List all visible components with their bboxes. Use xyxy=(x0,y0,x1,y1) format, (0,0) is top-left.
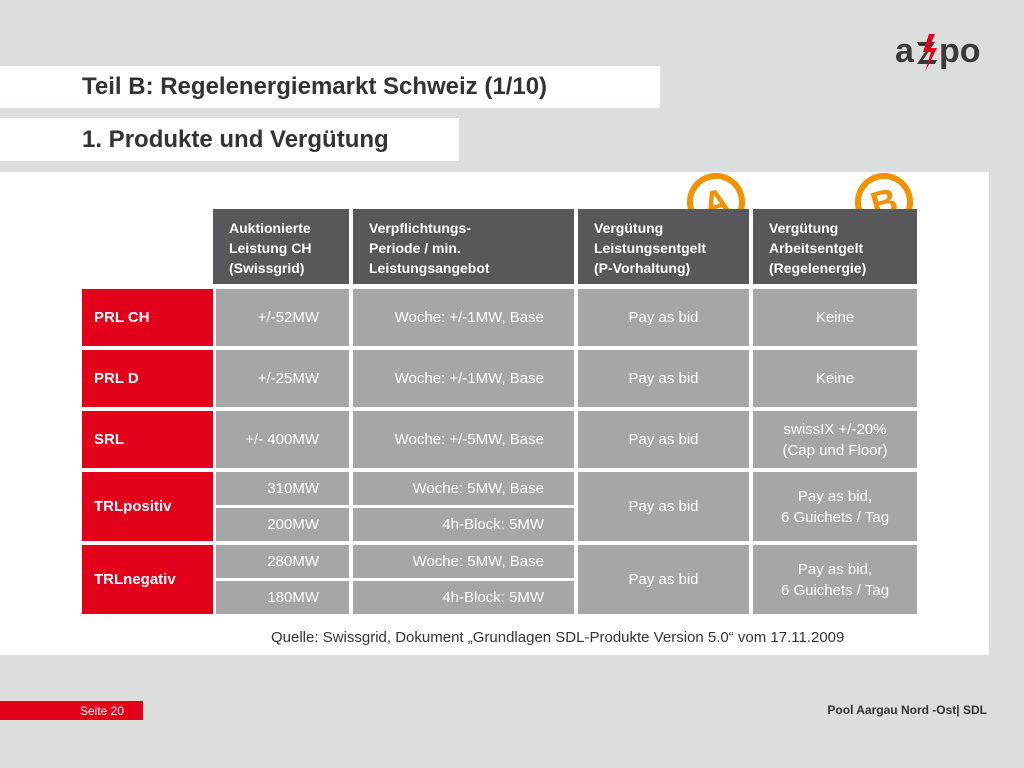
row-label-trlnegativ: TRLnegativ xyxy=(82,545,213,614)
header-arbeitsentgelt: Vergütung Arbeitsentgelt (Regelenergie) xyxy=(753,209,917,284)
cell-leistung: +/-25MW xyxy=(216,350,349,407)
cell-leistung: 180MW xyxy=(216,581,349,614)
cell-periode: 4h-Block: 5MW xyxy=(353,508,574,541)
header-periode-text: Verpflichtungs- Periode / min. Leistungs… xyxy=(369,220,490,276)
cell-arbeitsentgelt: Pay as bid, 6 Guichets / Tag xyxy=(753,545,917,614)
header-leistung-text: Auktionierte Leistung CH (Swissgrid) xyxy=(229,220,312,276)
page-title: Teil B: Regelenergiemarkt Schweiz (1/10) xyxy=(82,73,548,100)
cell-arbeitsentgelt-text: swissIX +/-20% (Cap und Floor) xyxy=(782,420,888,459)
row-label-trlpositiv: TRLpositiv xyxy=(82,472,213,541)
cell-arbeitsentgelt-text: Pay as bid, 6 Guichets / Tag xyxy=(780,560,890,599)
cell-periode: Woche: +/-5MW, Base xyxy=(353,411,574,468)
row-label-srl: SRL xyxy=(82,411,213,468)
cell-leistung: 310MW xyxy=(216,472,349,505)
cell-periode: Woche: 5MW, Base xyxy=(353,545,574,578)
cell-leistungsentgelt: Pay as bid xyxy=(578,350,749,407)
cell-leistung: 200MW xyxy=(216,508,349,541)
title-banner: Teil B: Regelenergiemarkt Schweiz (1/10) xyxy=(0,66,660,108)
cell-arbeitsentgelt: Keine xyxy=(753,350,917,407)
page-number: Seite 20 xyxy=(80,704,125,718)
page-number-badge: Seite 20 xyxy=(0,701,143,720)
cell-arbeitsentgelt: Pay as bid, 6 Guichets / Tag xyxy=(753,472,917,541)
cell-leistungsentgelt: Pay as bid xyxy=(578,472,749,541)
source-note: Quelle: Swissgrid, Dokument „Grundlagen … xyxy=(271,629,845,646)
cell-periode: Woche: +/-1MW, Base xyxy=(353,350,574,407)
header-leistungsentgelt: Vergütung Leistungsentgelt (P-Vorhaltung… xyxy=(578,209,749,284)
cell-leistung: +/-52MW xyxy=(216,289,349,346)
svg-text:a: a xyxy=(895,32,915,70)
footer-text: Pool Aargau Nord -Ost| SDL xyxy=(827,703,987,717)
cell-leistung: +/- 400MW xyxy=(216,411,349,468)
cell-arbeitsentgelt-text: Pay as bid, 6 Guichets / Tag xyxy=(780,487,890,526)
cell-periode: Woche: +/-1MW, Base xyxy=(353,289,574,346)
header-leistungsentgelt-text: Vergütung Leistungsentgelt (P-Vorhaltung… xyxy=(594,220,707,276)
cell-arbeitsentgelt: swissIX +/-20% (Cap und Floor) xyxy=(753,411,917,468)
cell-leistung: 280MW xyxy=(216,545,349,578)
cell-leistungsentgelt: Pay as bid xyxy=(578,545,749,614)
cell-arbeitsentgelt: Keine xyxy=(753,289,917,346)
page-subtitle: 1. Produkte und Vergütung xyxy=(82,126,389,153)
cell-periode: 4h-Block: 5MW xyxy=(353,581,574,614)
header-periode: Verpflichtungs- Periode / min. Leistungs… xyxy=(353,209,574,284)
svg-text:po: po xyxy=(939,32,981,70)
row-label-prl-d: PRL D xyxy=(82,350,213,407)
axpo-logo: a po xyxy=(895,32,981,72)
row-label-prl-ch: PRL CH xyxy=(82,289,213,346)
header-leistung: Auktionierte Leistung CH (Swissgrid) xyxy=(213,209,349,284)
cell-periode: Woche: 5MW, Base xyxy=(353,472,574,505)
cell-leistungsentgelt: Pay as bid xyxy=(578,289,749,346)
cell-leistungsentgelt: Pay as bid xyxy=(578,411,749,468)
subtitle-banner: 1. Produkte und Vergütung xyxy=(0,118,459,161)
header-arbeitsentgelt-text: Vergütung Arbeitsentgelt (Regelenergie) xyxy=(769,220,867,276)
